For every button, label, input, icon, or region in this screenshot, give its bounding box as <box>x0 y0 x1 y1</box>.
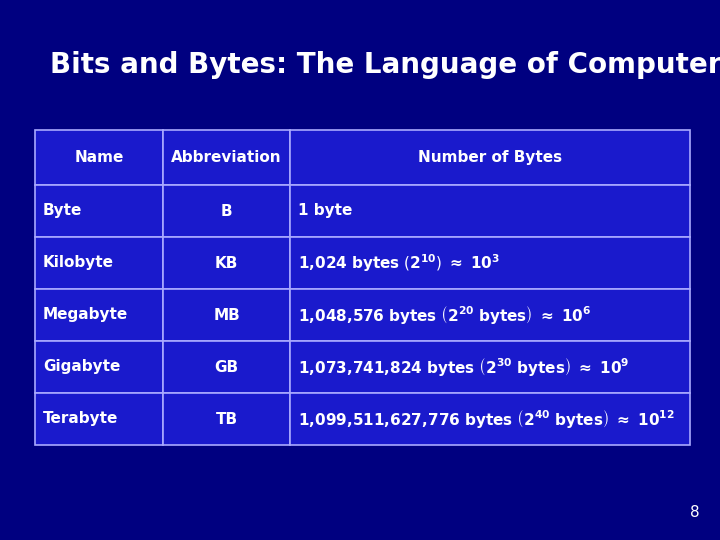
Text: B: B <box>221 204 233 219</box>
Bar <box>35 185 163 237</box>
Bar <box>163 393 290 445</box>
Bar <box>290 185 690 237</box>
Bar <box>290 289 690 341</box>
Bar <box>163 289 290 341</box>
Text: Number of Bytes: Number of Bytes <box>418 150 562 165</box>
Text: Kilobyte: Kilobyte <box>43 255 114 271</box>
Text: $\mathbf{1{,}024\ bytes\ \left(2^{10}\right)\ \approx\ 10^{3}}$: $\mathbf{1{,}024\ bytes\ \left(2^{10}\ri… <box>299 252 500 274</box>
Text: TB: TB <box>215 411 238 427</box>
Text: 1 byte: 1 byte <box>299 204 353 219</box>
Text: GB: GB <box>215 360 238 375</box>
Bar <box>35 393 163 445</box>
Text: Byte: Byte <box>43 204 82 219</box>
Bar <box>163 185 290 237</box>
Text: Name: Name <box>74 150 124 165</box>
Bar <box>290 237 690 289</box>
Bar <box>35 237 163 289</box>
Bar <box>35 289 163 341</box>
Bar <box>35 341 163 393</box>
Text: Gigabyte: Gigabyte <box>43 360 120 375</box>
Bar <box>35 130 163 185</box>
Bar <box>163 341 290 393</box>
Text: $\mathbf{1{,}073{,}741{,}824\ bytes\ \left(2^{30}\ bytes\right)\ \approx\ 10^{9}: $\mathbf{1{,}073{,}741{,}824\ bytes\ \le… <box>299 356 630 378</box>
Bar <box>163 237 290 289</box>
Text: 8: 8 <box>690 505 700 520</box>
Text: Abbreviation: Abbreviation <box>171 150 282 165</box>
Text: $\mathbf{1{,}099{,}511{,}627{,}776\ bytes\ \left(2^{40}\ bytes\right)\ \approx\ : $\mathbf{1{,}099{,}511{,}627{,}776\ byte… <box>299 408 675 430</box>
Bar <box>163 130 290 185</box>
Text: $\mathbf{1{,}048{,}576\ bytes\ \left(2^{20}\ bytes\right)\ \approx\ 10^{6}}$: $\mathbf{1{,}048{,}576\ bytes\ \left(2^{… <box>299 304 592 326</box>
Text: MB: MB <box>213 307 240 322</box>
Bar <box>290 341 690 393</box>
Bar <box>290 130 690 185</box>
Bar <box>290 393 690 445</box>
Text: Terabyte: Terabyte <box>43 411 118 427</box>
Text: Megabyte: Megabyte <box>43 307 128 322</box>
Text: Bits and Bytes: The Language of Computers: Bits and Bytes: The Language of Computer… <box>50 51 720 79</box>
Text: KB: KB <box>215 255 238 271</box>
